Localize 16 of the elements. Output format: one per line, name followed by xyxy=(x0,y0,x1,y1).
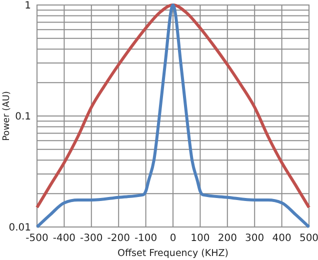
y-tick-label: 0.1 xyxy=(15,112,31,122)
x-tick-label: -100 xyxy=(134,233,158,244)
x-tick-label: -500 xyxy=(26,233,48,244)
x-tick-label: 500 xyxy=(299,233,318,244)
x-tick-label: -300 xyxy=(80,233,103,244)
x-tick-label: -200 xyxy=(107,233,130,244)
x-tick-label: 100 xyxy=(190,233,210,244)
x-tick-label: 200 xyxy=(218,233,237,244)
x-axis-title: Offset Frequency (KHZ) xyxy=(118,248,228,259)
y-tick-label: 1 xyxy=(24,0,31,12)
y-axis-title: Power (AU) xyxy=(2,91,12,141)
x-tick-label: 0 xyxy=(170,233,176,244)
x-tick-label: 300 xyxy=(245,233,264,244)
x-tick-label: -400 xyxy=(52,233,76,244)
y-tick-label: 0.01 xyxy=(8,222,31,234)
x-tick-label: 400 xyxy=(272,233,292,244)
